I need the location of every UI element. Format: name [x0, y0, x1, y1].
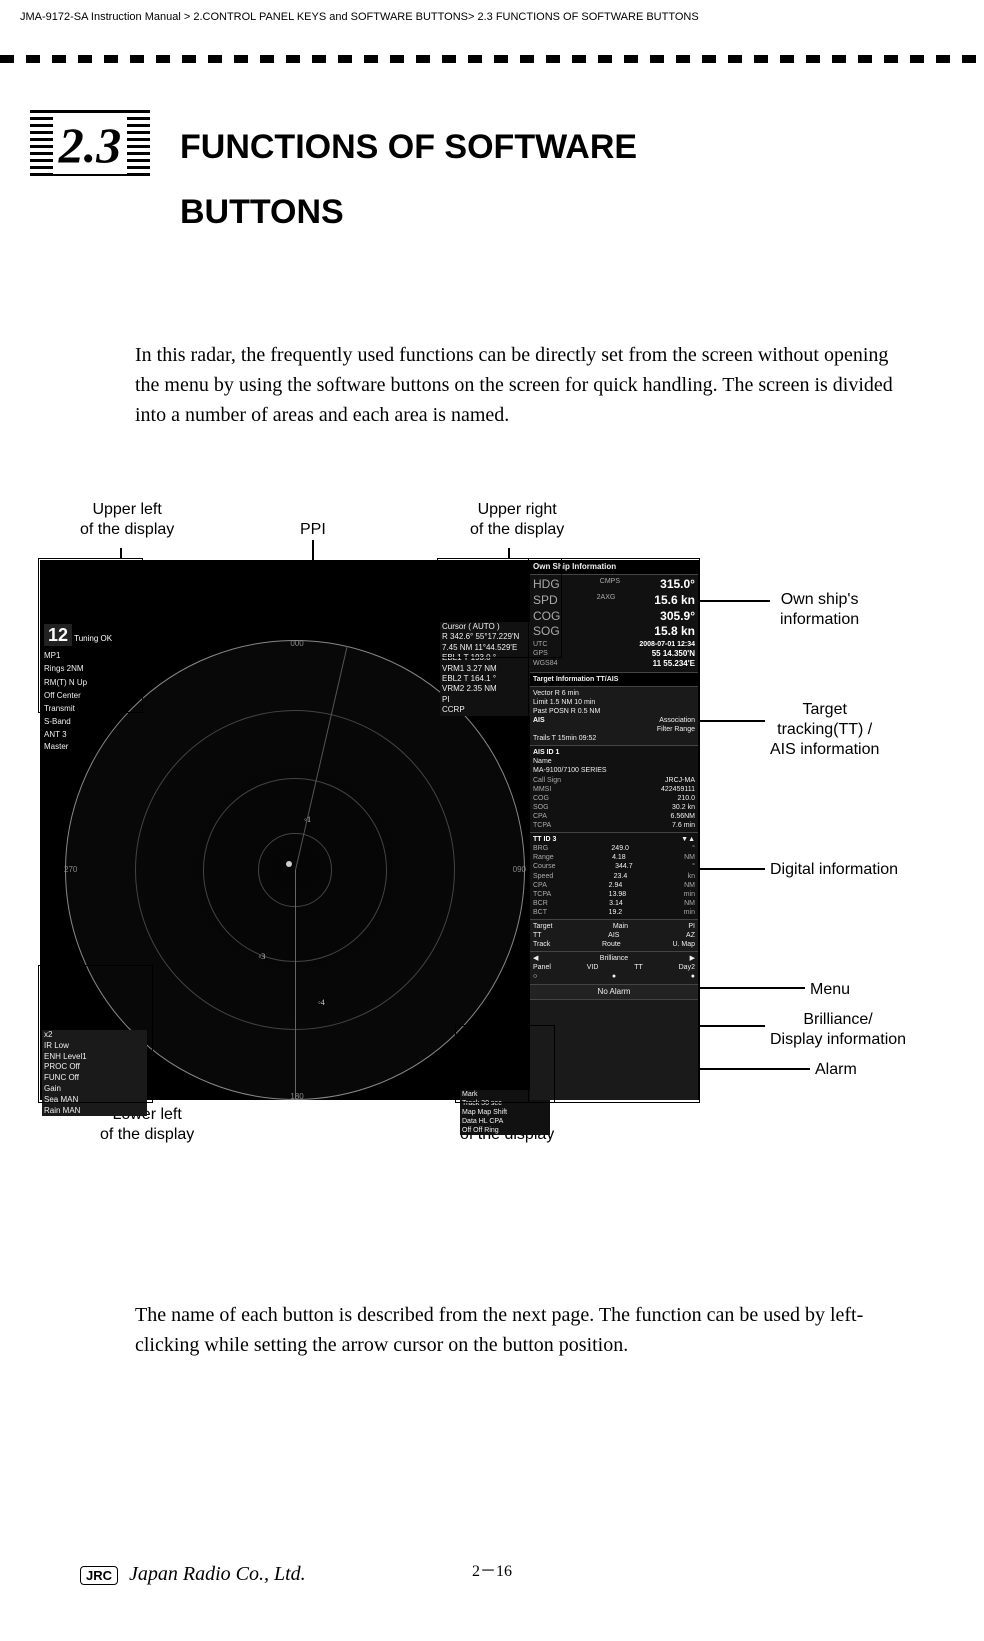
section-title-line2: BUTTONS [180, 193, 344, 231]
map-shift-button[interactable]: Map Map Shift [460, 1108, 550, 1117]
connector-line [508, 548, 510, 558]
label-ppi: PPI [300, 520, 326, 540]
figure-area: Upper left of the display PPI Upper righ… [40, 500, 940, 1140]
own-ship-marker [286, 861, 292, 867]
tick-090: 090 [513, 865, 526, 874]
label-upper-right: Upper right of the display [470, 500, 564, 540]
outro-paragraph: The name of each button is described fro… [135, 1300, 904, 1360]
callout-right-panel [528, 558, 700, 1103]
target-marker: ◦4 [318, 998, 325, 1007]
connector-line [700, 600, 770, 602]
target-marker: ◦3 [258, 952, 265, 961]
section-number-box: 2.3 [30, 110, 150, 180]
heading-line [295, 870, 296, 1100]
data-row[interactable]: Data HL CPA [460, 1117, 550, 1126]
label-target-tracking: Target tracking(TT) / AIS information [770, 700, 879, 760]
off-row[interactable]: Off Off Ring [460, 1126, 550, 1135]
connector-line [312, 540, 314, 570]
header-breadcrumb: JMA-9172-SA Instruction Manual > 2.CONTR… [20, 10, 964, 24]
header-divider [0, 55, 984, 63]
intro-paragraph: In this radar, the frequently used funct… [135, 340, 904, 430]
tick-000: 000 [290, 639, 303, 648]
label-own-ship: Own ship's information [780, 590, 859, 630]
page-number: 2－16 [0, 1557, 984, 1581]
label-digital-info: Digital information [770, 860, 898, 880]
label-alarm: Alarm [815, 1060, 857, 1080]
label-brilliance: Brilliance/ Display information [770, 1010, 906, 1050]
target-marker: ◦1 [304, 815, 311, 824]
band-button[interactable]: S-Band [42, 715, 137, 728]
label-upper-left: Upper left of the display [80, 500, 174, 540]
tick-180: 180 [290, 1092, 303, 1101]
connector-line [700, 720, 765, 722]
antenna-button[interactable]: ANT 3 Master [42, 728, 137, 752]
connector-line [700, 987, 805, 989]
tick-270: 270 [64, 865, 77, 874]
section-title-line1: FUNCTIONS OF SOFTWARE [180, 128, 637, 166]
callout-upper-left [38, 558, 143, 713]
rain-button[interactable]: Rain MAN [42, 1106, 147, 1117]
section-title: FUNCTIONS OF SOFTWARE BUTTONS [180, 115, 637, 244]
connector-line [700, 1025, 765, 1027]
connector-line [700, 868, 765, 870]
section-number: 2.3 [53, 116, 128, 174]
connector-line [120, 548, 122, 558]
connector-line [700, 1068, 810, 1070]
label-menu: Menu [810, 980, 850, 1000]
callout-lower-left [38, 965, 153, 1103]
